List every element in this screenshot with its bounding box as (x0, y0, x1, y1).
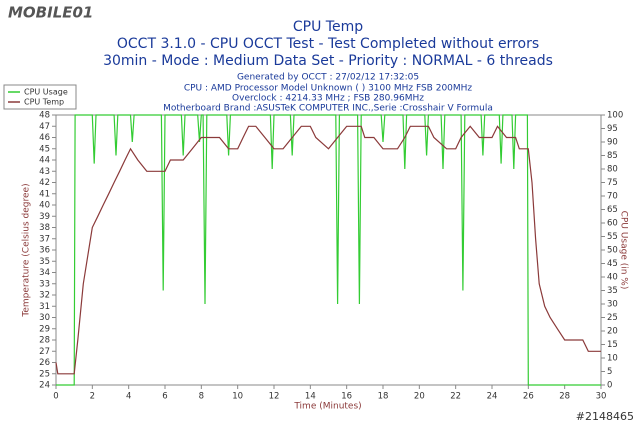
y2-tick-label: 65 (607, 205, 618, 215)
y-tick-label: 30 (39, 313, 50, 323)
y-tick-label: 41 (39, 189, 50, 199)
legend-label: CPU Usage (24, 88, 68, 97)
y2-tick-label: 100 (607, 111, 623, 121)
y-tick-label: 37 (39, 234, 50, 244)
y2-tick-label: 45 (607, 259, 618, 269)
x-tick-label: 14 (305, 392, 316, 402)
y-tick-label: 29 (39, 324, 50, 334)
y2-tick-label: 20 (607, 327, 618, 337)
y-tick-label: 24 (39, 381, 50, 391)
info-line: Generated by OCCT : 27/02/12 17:32:05 (237, 73, 419, 83)
y-axis-label: Temperature (Celsius degree) (22, 183, 32, 317)
x-tick-label: 28 (559, 392, 570, 402)
y2-tick-label: 70 (607, 192, 618, 202)
y-tick-label: 33 (39, 279, 50, 289)
x-tick-label: 22 (450, 392, 461, 402)
y-tick-label: 43 (39, 167, 50, 177)
y2-tick-label: 0 (607, 381, 612, 391)
y-tick-label: 48 (39, 111, 50, 121)
y2-tick-label: 95 (607, 124, 618, 134)
y-tick-label: 28 (39, 336, 50, 346)
y2-tick-label: 80 (607, 165, 618, 175)
legend-box (3, 84, 77, 110)
y-tick-label: 38 (39, 223, 50, 233)
x-tick-label: 12 (269, 392, 280, 402)
image-id: #2148465 (576, 410, 634, 423)
y-tick-label: 31 (39, 302, 50, 312)
info-line: CPU : AMD Processor Model Unknown ( ) 31… (184, 84, 473, 94)
y-tick-label: 39 (39, 212, 50, 222)
y-tick-label: 34 (39, 268, 50, 278)
x-tick-label: 6 (162, 392, 167, 402)
plot-area (55, 114, 602, 386)
legend-label: CPU Temp (24, 98, 64, 107)
y2-tick-label: 40 (607, 273, 618, 283)
x-tick-label: 0 (53, 392, 58, 402)
y2-tick-label: 10 (607, 354, 618, 364)
y2-tick-label: 90 (607, 138, 618, 148)
info-line: Motherboard Brand :ASUSTeK COMPUTER INC.… (163, 104, 493, 114)
y-tick-label: 47 (39, 122, 50, 132)
y-tick-label: 25 (39, 369, 50, 379)
info-line: Overclock : 4214.33 MHz ; FSB 280.96MHz (232, 94, 424, 104)
y2-tick-label: 15 (607, 340, 618, 350)
y-tick-label: 45 (39, 144, 50, 154)
x-tick-label: 26 (523, 392, 534, 402)
series-line (56, 114, 601, 386)
chart-title: CPU Temp (293, 19, 363, 35)
y-tick-label: 40 (39, 201, 50, 211)
subtitle: 30min - Mode : Medium Data Set - Priorit… (103, 53, 553, 69)
x-tick-label: 2 (90, 392, 95, 402)
series-line (55, 125, 601, 375)
y2-tick-label: 25 (607, 313, 618, 323)
y-tick-label: 42 (39, 178, 50, 188)
x-tick-label: 18 (378, 392, 389, 402)
y2-tick-label: 55 (607, 232, 618, 242)
y-tick-label: 26 (39, 358, 50, 368)
x-tick-label: 24 (487, 392, 498, 402)
y-tick-label: 36 (39, 246, 50, 256)
x-tick-label: 4 (126, 392, 131, 402)
y2-tick-label: 5 (607, 367, 612, 377)
x-tick-label: 10 (232, 392, 243, 402)
y2-tick-label: 50 (607, 246, 618, 256)
y2-tick-label: 30 (607, 300, 618, 310)
x-tick-label: 20 (414, 392, 425, 402)
y2-axis-label: CPU Usage (in %) (619, 211, 629, 290)
x-tick-label: 8 (199, 392, 204, 402)
x-tick-label: 16 (341, 392, 352, 402)
y-tick-label: 27 (39, 347, 50, 357)
y2-tick-label: 35 (607, 286, 618, 296)
y2-tick-label: 60 (607, 219, 618, 229)
subtitle: OCCT 3.1.0 - CPU OCCT Test - Test Comple… (117, 36, 539, 52)
y2-tick-label: 75 (607, 178, 618, 188)
x-tick-label: 30 (596, 392, 607, 402)
y-tick-label: 44 (39, 156, 50, 166)
watermark: MOBILE01 (8, 4, 93, 22)
x-axis-label: Time (Minutes) (293, 402, 361, 412)
y-tick-label: 32 (39, 291, 50, 301)
y-tick-label: 46 (39, 133, 50, 143)
y-tick-label: 35 (39, 257, 50, 267)
y2-tick-label: 85 (607, 151, 618, 161)
